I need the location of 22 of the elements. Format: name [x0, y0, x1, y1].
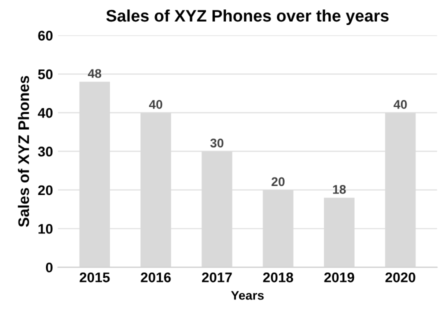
data-label: 40 [149, 100, 162, 109]
y-tick-label: 0 [46, 262, 53, 272]
x-tick-label: 2017 [202, 272, 232, 282]
data-label: 30 [210, 138, 224, 148]
y-tick-label: 60 [38, 30, 53, 41]
x-tick-label: 2016 [140, 272, 171, 282]
data-label: 48 [88, 69, 102, 78]
x-tick-label: 2019 [324, 272, 354, 282]
y-tick-label: 20 [38, 185, 53, 196]
y-tick-label: 30 [38, 146, 53, 157]
x-tick-label: 2020 [385, 272, 416, 282]
x-tick-label: 2015 [80, 272, 110, 282]
data-label: 40 [394, 100, 407, 109]
data-label: 18 [333, 184, 346, 194]
y-tick-label: 50 [38, 69, 53, 80]
chart-title: Sales of XYZ Phones over the years [106, 9, 389, 25]
x-axis-title: Years [231, 291, 264, 300]
y-axis-title: Sales of XYZ Phones [18, 76, 30, 227]
data-label: 20 [272, 177, 285, 186]
x-tick-label: 2018 [263, 272, 294, 282]
y-tick-label: 40 [38, 108, 53, 118]
y-tick-label: 10 [38, 224, 53, 234]
